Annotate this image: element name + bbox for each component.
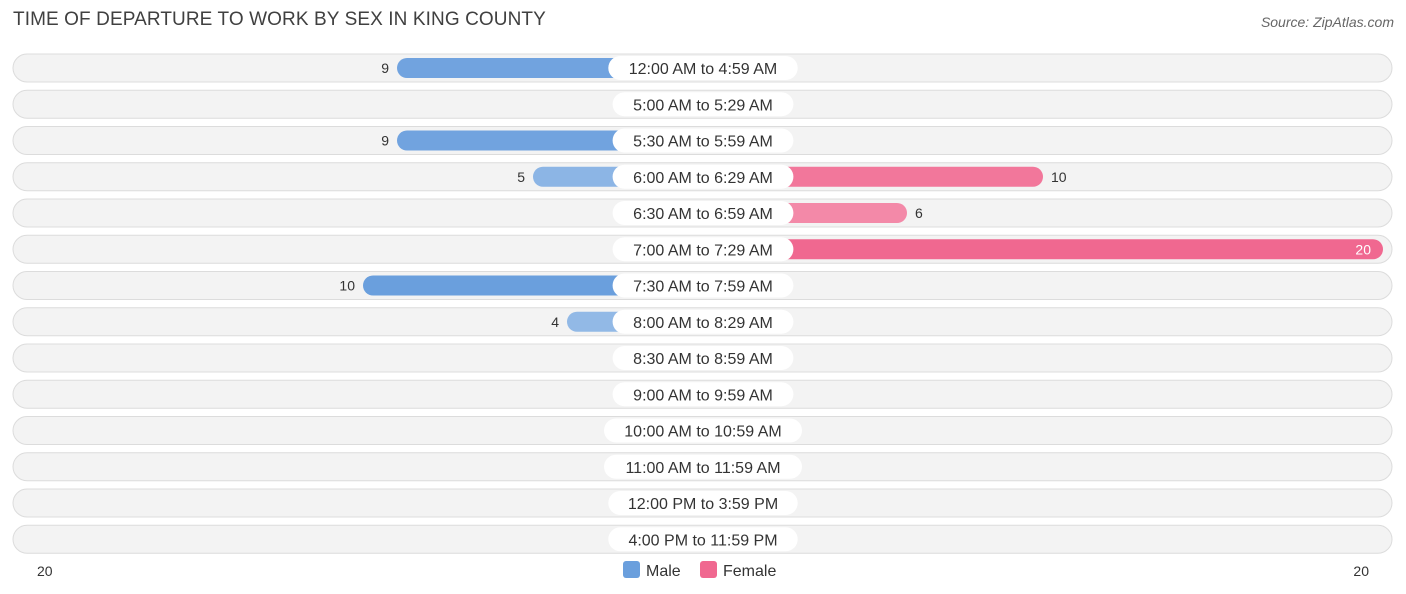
- category-pill: [612, 309, 794, 334]
- category-label: 7:30 AM to 7:59 AM: [633, 279, 773, 296]
- category-pill: [612, 164, 794, 189]
- category-label: 10:00 AM to 10:59 AM: [624, 424, 781, 441]
- category-label: 6:00 AM to 6:29 AM: [633, 170, 773, 187]
- legend-male-swatch: [623, 561, 640, 578]
- category-label: 5:30 AM to 5:59 AM: [633, 134, 773, 151]
- category-pill: [612, 128, 794, 153]
- legend-female-swatch: [700, 561, 717, 578]
- male-value-label: 9: [381, 133, 389, 149]
- category-pill: [612, 237, 794, 262]
- female-value-label: 20: [1355, 241, 1371, 257]
- category-pill: [612, 92, 794, 117]
- category-pill: [612, 273, 794, 298]
- category-label: 8:30 AM to 8:59 AM: [633, 351, 773, 368]
- category-label: 5:00 AM to 5:29 AM: [633, 97, 773, 114]
- male-value-label: 4: [551, 314, 559, 330]
- category-label: 6:30 AM to 6:59 AM: [633, 206, 773, 223]
- legend-female-label: Female: [723, 563, 776, 580]
- female-bar: [703, 239, 1383, 260]
- category-label: 9:00 AM to 9:59 AM: [633, 387, 773, 404]
- male-value-label: 5: [517, 169, 525, 185]
- category-label: 12:00 AM to 4:59 AM: [629, 61, 778, 78]
- category-pill: [612, 382, 794, 407]
- category-pill: [608, 56, 798, 80]
- category-pill: [612, 201, 794, 225]
- female-value-label: 6: [915, 205, 923, 221]
- category-label: 4:00 PM to 11:59 PM: [628, 532, 777, 549]
- male-value-label: 10: [339, 278, 355, 294]
- category-label: 7:00 AM to 7:29 AM: [633, 242, 773, 259]
- legend-male-label: Male: [646, 563, 681, 580]
- chart-source: Source: ZipAtlas.com: [1260, 14, 1394, 30]
- female-value-label: 10: [1051, 169, 1067, 185]
- category-pill: [608, 491, 798, 515]
- category-label: 8:00 AM to 8:29 AM: [633, 315, 773, 332]
- category-label: 12:00 PM to 3:59 PM: [628, 496, 778, 513]
- category-label: 11:00 AM to 11:59 AM: [625, 460, 780, 477]
- chart-title: TIME OF DEPARTURE TO WORK BY SEX IN KING…: [13, 9, 546, 30]
- axis-right-label: 20: [1353, 563, 1369, 579]
- category-pill: [604, 418, 802, 443]
- category-pill: [604, 454, 802, 479]
- male-value-label: 9: [381, 60, 389, 76]
- category-pill: [608, 527, 798, 552]
- category-pill: [612, 346, 794, 370]
- axis-left-label: 20: [37, 563, 53, 579]
